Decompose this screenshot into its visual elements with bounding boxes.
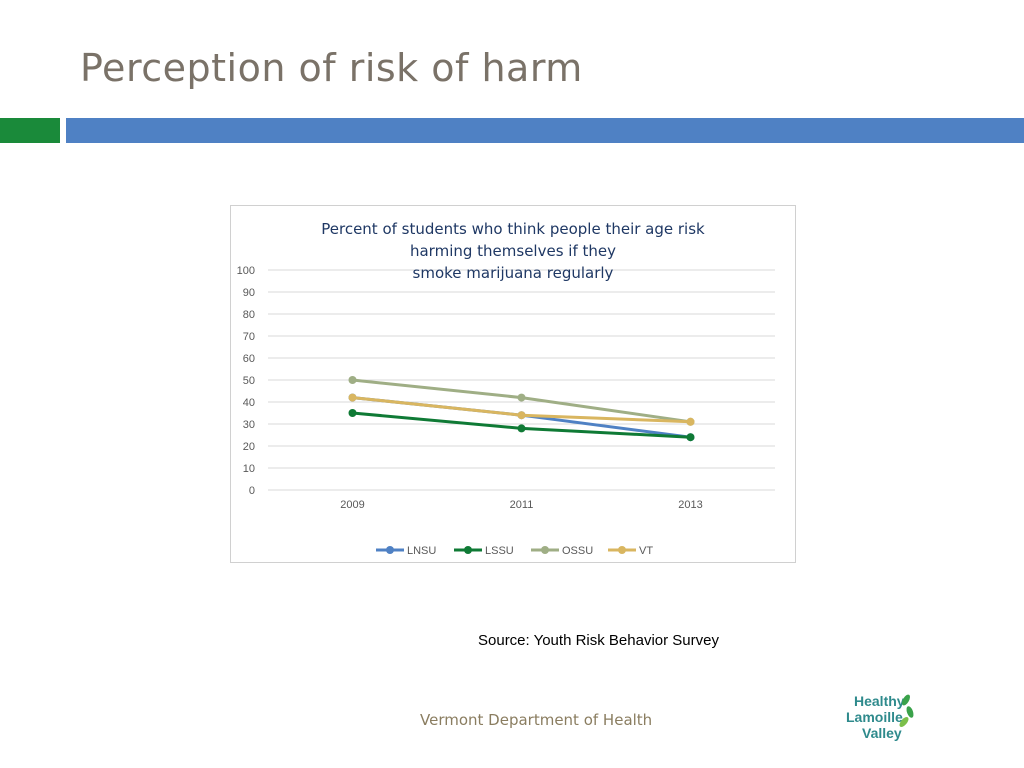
x-tick-label: 2013 <box>678 499 702 511</box>
x-tick-label: 2009 <box>340 499 364 511</box>
logo-line-2: Lamoille <box>846 709 903 725</box>
legend-label-lnsu: LNSU <box>407 545 436 557</box>
y-tick-label: 50 <box>243 375 255 387</box>
accent-bar-green <box>0 118 60 143</box>
legend-label-lssu: LSSU <box>485 545 514 557</box>
logo-line-3: Valley <box>862 725 902 741</box>
legend-marker-lssu <box>464 546 472 554</box>
chart-svg: 0 10 20 30 40 50 60 70 80 90 100 2009 2011 2013 Percen… <box>237 220 775 557</box>
y-tick-label: 10 <box>243 463 255 475</box>
chart-title-line: Percent of students who think people the… <box>321 220 705 238</box>
chart-title-line: harming themselves if they <box>410 242 616 260</box>
source-note: Source: Youth Risk Behavior Survey <box>478 632 719 649</box>
slide-title: Perception of risk of harm <box>80 46 583 90</box>
legend-label-ossu: OSSU <box>562 545 593 557</box>
y-tick-label: 40 <box>243 397 255 409</box>
chart-title-line: smoke marijuana regularly <box>413 264 614 282</box>
healthy-lamoille-valley-logo: Healthy Lamoille Valley <box>840 688 920 748</box>
legend-marker-lnsu <box>386 546 394 554</box>
x-tick-label: 2011 <box>510 499 534 511</box>
data-point-vt <box>348 393 357 402</box>
y-tick-label: 90 <box>243 287 255 299</box>
data-point-lssu <box>686 433 695 442</box>
legend-marker-vt <box>618 546 626 554</box>
y-tick-label: 100 <box>237 265 255 277</box>
footer-text: Vermont Department of Health <box>420 711 653 729</box>
legend-marker-ossu <box>541 546 549 554</box>
logo-line-1: Healthy <box>854 693 905 709</box>
line-chart: 0 10 20 30 40 50 60 70 80 90 100 2009 2011 2013 Percen… <box>230 205 796 563</box>
data-point-ossu <box>348 376 357 384</box>
data-point-lssu <box>517 424 526 433</box>
y-tick-label: 0 <box>249 485 255 497</box>
legend-label-vt: VT <box>639 545 653 557</box>
leaf-icon <box>899 694 914 727</box>
y-tick-label: 30 <box>243 419 255 431</box>
y-tick-label: 60 <box>243 353 255 365</box>
data-point-vt <box>686 417 695 426</box>
accent-bar-blue <box>66 118 1024 143</box>
data-point-lssu <box>348 409 357 417</box>
y-tick-label: 80 <box>243 309 255 321</box>
y-tick-label: 20 <box>243 441 255 453</box>
y-tick-label: 70 <box>243 331 255 343</box>
data-point-ossu <box>517 393 526 402</box>
data-point-vt <box>517 411 526 420</box>
